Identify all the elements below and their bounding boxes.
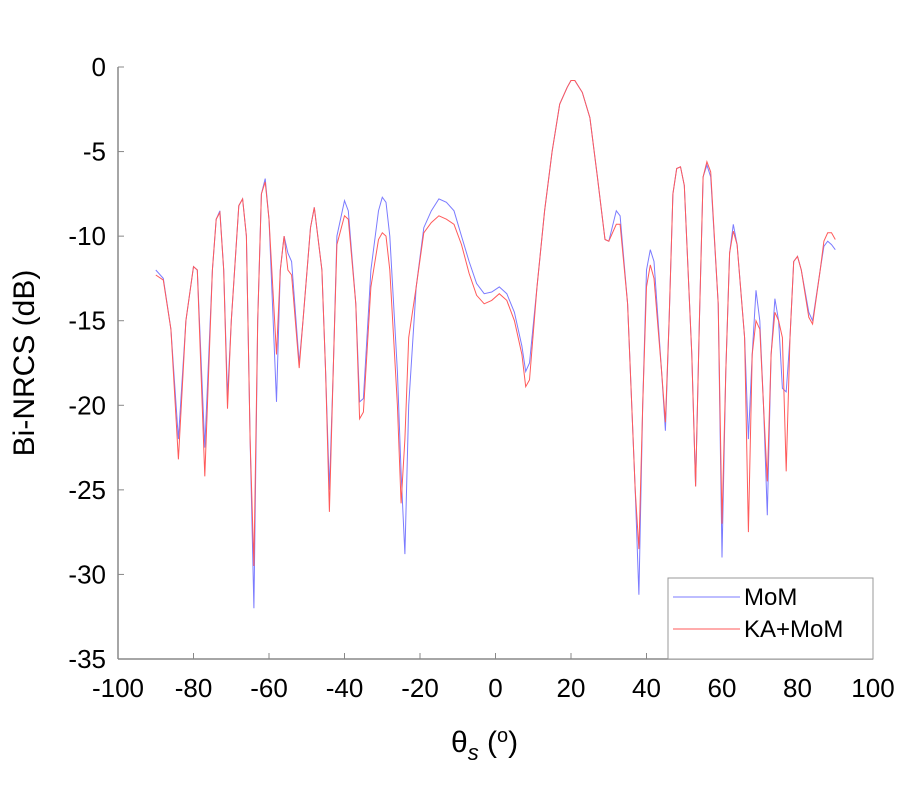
x-axis-label-unit-close: ) xyxy=(508,726,518,759)
x-tick-label: 40 xyxy=(632,673,661,703)
y-tick-label: 0 xyxy=(92,52,106,82)
x-axis-label-unit-open: ( xyxy=(487,726,497,759)
tick-labels: 0 -5 -10 -15 -20 -25 -30 -35-100 -80 -60 -40 -20 0 20… xyxy=(68,52,894,703)
legend-label-mom: MoM xyxy=(744,584,797,611)
x-axis-label-subscript: s xyxy=(468,740,479,765)
y-tick-label: -30 xyxy=(68,559,106,589)
x-tick-label: 100 xyxy=(851,673,894,703)
x-tick-label: -40 xyxy=(326,673,364,703)
x-axis-label-symbol: θ xyxy=(451,726,468,759)
y-tick-label: -15 xyxy=(68,306,106,336)
x-tick-label: 0 xyxy=(488,673,502,703)
x-tick-label: -80 xyxy=(175,673,213,703)
x-tick-label: -20 xyxy=(401,673,439,703)
x-tick-label: 20 xyxy=(557,673,586,703)
legend-label-ka-mom: KA+MoM xyxy=(744,616,843,643)
x-tick-label: -60 xyxy=(250,673,288,703)
y-tick-label: -25 xyxy=(68,475,106,505)
legend: MoM KA+MoM xyxy=(667,577,874,660)
x-axis-label-unit: o xyxy=(497,725,508,747)
x-tick-label: 80 xyxy=(783,673,812,703)
x-tick-label: 60 xyxy=(708,673,737,703)
series-line-ka-mom xyxy=(155,80,836,567)
y-axis-label: Bi-NRCS (dB) xyxy=(8,270,41,457)
y-tick-label: -35 xyxy=(68,644,106,674)
x-axis-label: θs (o) xyxy=(451,725,518,765)
legend-box xyxy=(667,577,874,660)
x-tick-label: -100 xyxy=(92,673,144,703)
y-tick-label: -20 xyxy=(68,390,106,420)
y-tick-label: -5 xyxy=(83,137,106,167)
axes xyxy=(117,66,874,660)
y-tick-label: -10 xyxy=(68,221,106,251)
series-lines xyxy=(155,80,836,609)
